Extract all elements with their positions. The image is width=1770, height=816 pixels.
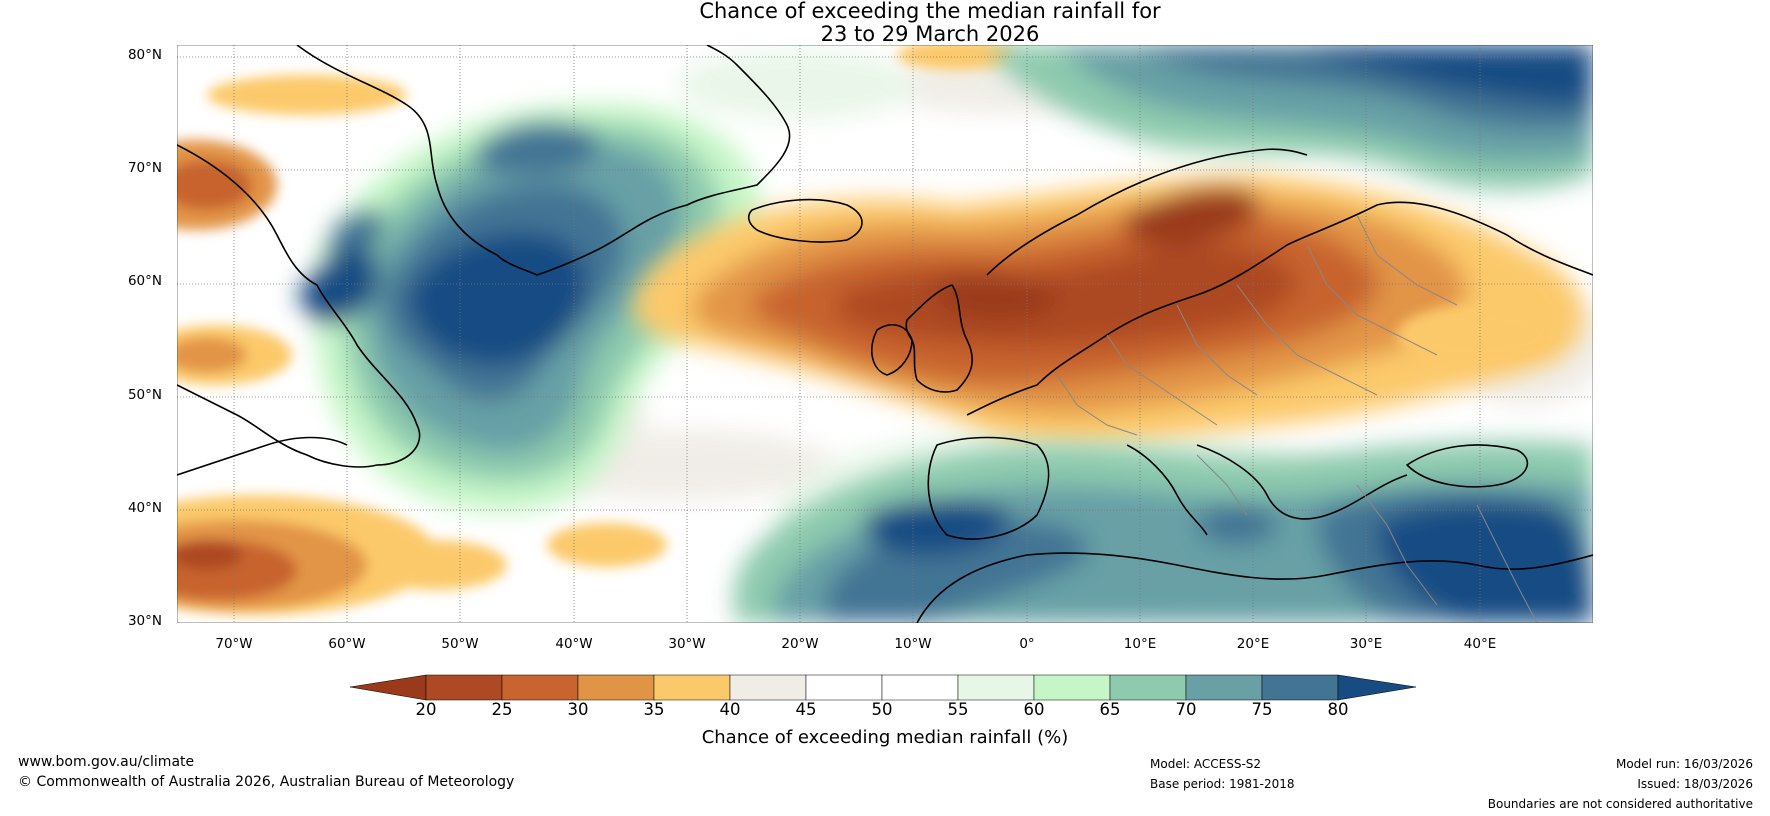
colorbar-tick-20: 20 <box>415 700 437 719</box>
colorbar-tick-45: 45 <box>795 700 817 719</box>
colorbar-segment-45-50 <box>805 674 883 701</box>
footer-model: Model: ACCESS-S2 <box>1150 757 1262 771</box>
lon-label-10w: 10°W <box>894 636 932 652</box>
colorbar-segment-35-40 <box>653 674 731 701</box>
graticule <box>177 45 1593 623</box>
lon-label-70w: 70°W <box>215 636 253 652</box>
lat-label-40n: 40°N <box>127 500 162 516</box>
lat-label-70n: 70°N <box>127 160 162 176</box>
dry-pockets-west <box>177 45 1557 615</box>
colorbar-segment-30-35 <box>577 674 655 701</box>
coast-balkans <box>1196 444 1408 520</box>
footer-issued: Issued: 18/03/2026 <box>1637 777 1753 791</box>
colorbar-tick-60: 60 <box>1023 700 1045 719</box>
colorbar-tick-35: 35 <box>643 700 665 719</box>
lat-label-60n: 60°N <box>127 273 162 289</box>
coast-greenland <box>296 45 791 276</box>
lon-label-50w: 50°W <box>441 636 479 652</box>
colorbar-tick-70: 70 <box>1175 700 1197 719</box>
lat-label-80n: 80°N <box>127 47 162 63</box>
lon-label-20w: 20°W <box>781 636 819 652</box>
lon-label-40e: 40°E <box>1463 636 1497 652</box>
wet-region-mediterranean <box>733 440 1593 623</box>
coast-north-africa <box>916 552 1593 623</box>
colorbar-tick-25: 25 <box>491 700 513 719</box>
coast-ireland <box>871 324 913 376</box>
colorbar-tick-30: 30 <box>567 700 589 719</box>
lon-label-10e: 10°E <box>1123 636 1157 652</box>
colorbar-tick-65: 65 <box>1099 700 1121 719</box>
colorbar-tick-40: 40 <box>719 700 741 719</box>
lat-label-50n: 50°N <box>127 387 162 403</box>
colorbar-segment-60-65 <box>1033 674 1111 701</box>
coastlines <box>177 45 1593 623</box>
colorbar-segment-20-25 <box>425 674 503 701</box>
colorbar-tick-75: 75 <box>1251 700 1273 719</box>
colorbar-segment-70-75 <box>1185 674 1263 701</box>
colorbar-segment-above-80 <box>1337 674 1417 701</box>
wet-region-arctic <box>997 45 1593 190</box>
colorbar <box>350 674 1417 701</box>
colorbar-segment-65-70 <box>1109 674 1187 701</box>
colorbar-tick-80: 80 <box>1327 700 1349 719</box>
lon-label-20e: 20°E <box>1236 636 1270 652</box>
colorbar-segment-55-60 <box>957 674 1035 701</box>
lon-label-0: 0° <box>1019 636 1035 652</box>
colorbar-tick-50: 50 <box>871 700 893 719</box>
colorbar-segment-below-20 <box>350 674 427 701</box>
coast-norway <box>986 148 1308 276</box>
coast-italy <box>1126 444 1208 536</box>
rainfall-probability-map <box>177 45 1593 623</box>
chart-title-line-2: 23 to 29 March 2026 <box>820 22 1040 46</box>
footer-copyright: © Commonwealth of Australia 2026, Austra… <box>18 774 515 790</box>
coast-iceland <box>747 198 863 243</box>
lon-label-30e: 30°E <box>1349 636 1383 652</box>
coast-north-america <box>177 436 348 476</box>
country-borders <box>1056 214 1538 623</box>
colorbar-segment-75-80 <box>1261 674 1339 701</box>
colorbar-tick-55: 55 <box>947 700 969 719</box>
chart-title-line-1: Chance of exceeding the median rainfall … <box>699 0 1161 23</box>
lat-label-30n: 30°N <box>127 613 162 629</box>
dry-region-europe <box>633 175 1584 444</box>
colorbar-segment-25-30 <box>501 674 579 701</box>
footer-base-period: Base period: 1981-2018 <box>1150 777 1295 791</box>
footer-website: www.bom.gov.au/climate <box>18 754 195 770</box>
lon-label-30w: 30°W <box>668 636 706 652</box>
coast-black-sea <box>1406 444 1529 488</box>
coast-iberia <box>927 436 1050 540</box>
lon-label-60w: 60°W <box>328 636 366 652</box>
coast-europe-main <box>966 201 1593 416</box>
lon-label-40w: 40°W <box>555 636 593 652</box>
wet-region-west-atlantic <box>297 103 761 513</box>
colorbar-segment-40-45 <box>729 674 807 701</box>
colorbar-label: Chance of exceeding median rainfall (%) <box>701 727 1069 748</box>
colorbar-segment-50-55 <box>881 674 959 701</box>
footer-model-run: Model run: 16/03/2026 <box>1615 757 1753 771</box>
coast-labrador <box>177 144 421 468</box>
footer-disclaimer: Boundaries are not considered authoritat… <box>1487 797 1753 811</box>
